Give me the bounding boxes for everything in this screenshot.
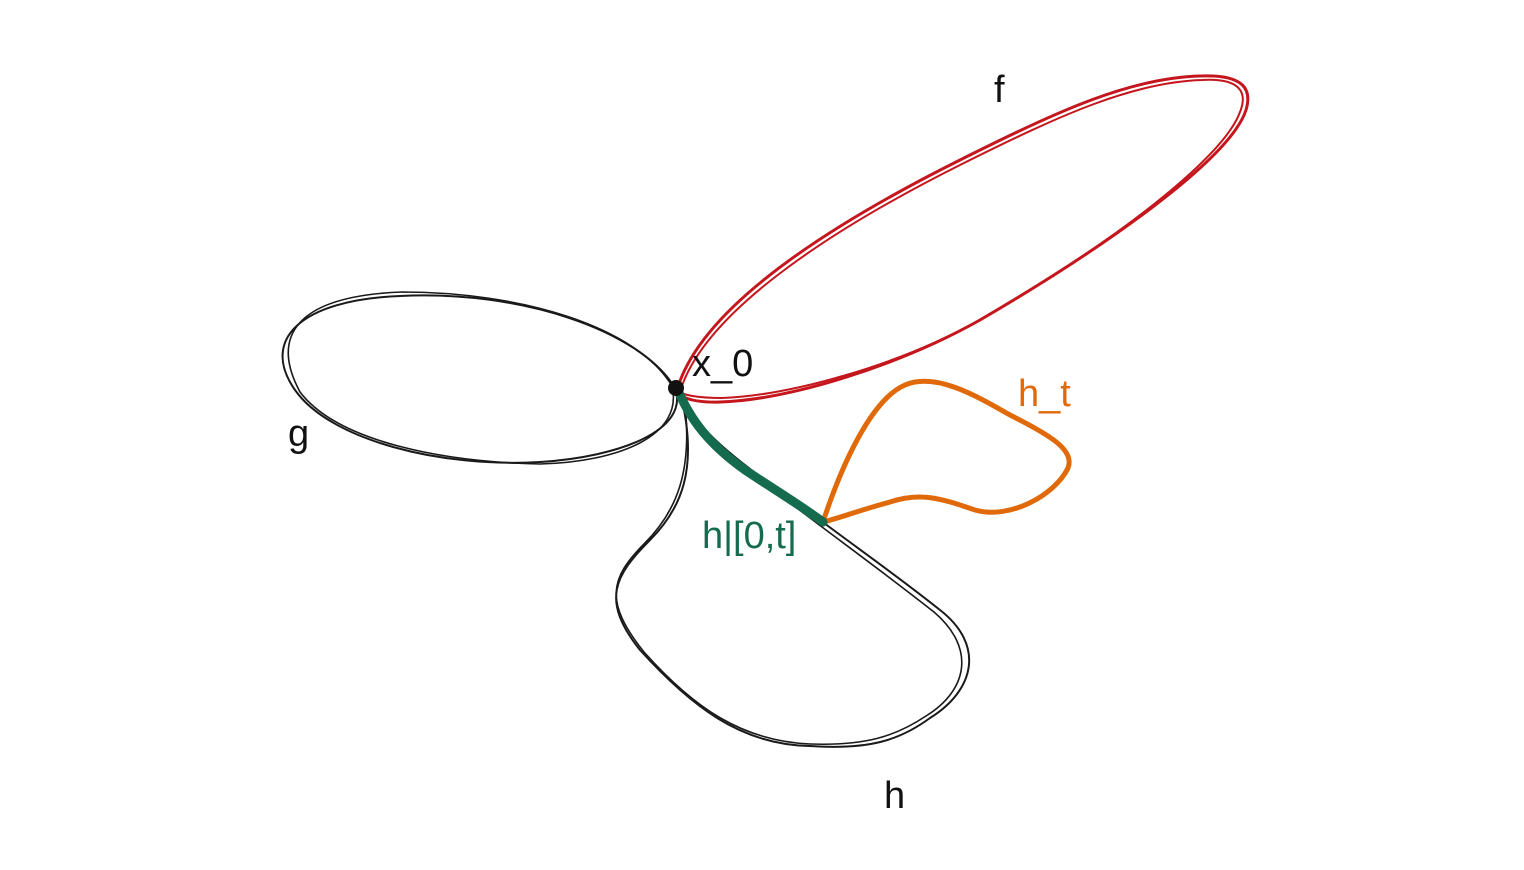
- basepoint-dot: [668, 380, 684, 396]
- loop-f: [675, 74, 1250, 404]
- loop-g-stroke-2: [287, 291, 675, 465]
- loop-h-stroke-2: [615, 395, 963, 746]
- label-g: g: [288, 413, 309, 455]
- loop-h: [615, 391, 971, 748]
- loop-f-stroke-2: [679, 78, 1244, 400]
- loop-g-stroke-1: [281, 294, 678, 464]
- path-h-t: [820, 378, 1072, 525]
- label-h-t: h_t: [1018, 373, 1071, 415]
- label-restriction: h|[0,t]: [702, 515, 796, 557]
- label-f: f: [994, 69, 1005, 111]
- loop-f-stroke-1: [675, 74, 1250, 404]
- loop-g: [281, 291, 678, 465]
- label-x0: x_0: [692, 343, 753, 385]
- label-h: h: [884, 775, 905, 817]
- path-restriction: [672, 383, 828, 527]
- loop-h-stroke-1: [615, 391, 971, 748]
